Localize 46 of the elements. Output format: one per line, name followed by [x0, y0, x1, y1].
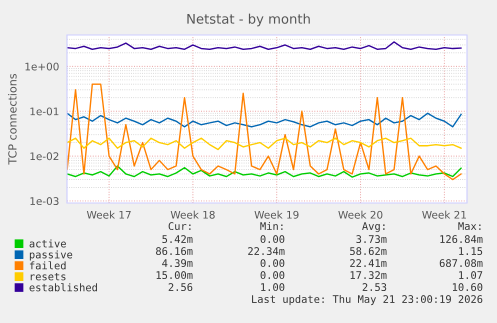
text: 15.00m — [156, 271, 193, 280]
x-tick-label: Week 19 — [254, 210, 299, 219]
text: 1.15 — [459, 247, 482, 256]
legend-label: resets — [30, 272, 66, 280]
text: 58.62m — [350, 247, 387, 256]
text: 2.56 — [168, 283, 192, 292]
text: 1.07 — [459, 271, 482, 280]
text: 0.00 — [260, 271, 284, 280]
text: 22.41m — [350, 259, 387, 267]
text: 0.00 — [260, 235, 284, 244]
x-tick-label: Week 17 — [86, 210, 131, 219]
y-tick-label: 1e-01 — [30, 107, 58, 116]
text: 5.42m — [162, 235, 193, 244]
legend-label: passive — [30, 250, 72, 260]
text: 10.60 — [452, 283, 482, 292]
text: 687.08m — [440, 259, 483, 268]
line-series — [67, 112, 462, 128]
x-tick-label: Week 18 — [170, 210, 215, 219]
text: 17.32m — [350, 271, 387, 280]
text: Last update: Thu May 21 23:00:19 2026 — [252, 294, 482, 306]
line-series — [67, 41, 462, 50]
line-series — [67, 165, 462, 178]
line-series — [67, 138, 462, 150]
x-tick-label: Week 21 — [422, 210, 466, 219]
legend-label: established — [30, 283, 97, 292]
text: 22.34m — [248, 247, 285, 256]
text: Cur: — [168, 222, 190, 230]
y-tick-label: 1e+00 — [25, 62, 59, 70]
legend-label: active — [30, 239, 66, 248]
text: 86.16m — [156, 247, 193, 256]
text: 3.73m — [356, 235, 387, 244]
y-tick-label: 1e-03 — [30, 197, 59, 206]
chart-title: Netstat - by month — [187, 14, 310, 26]
text: 126.84m — [440, 235, 483, 244]
y-axis-title: TCP connections — [8, 74, 17, 165]
text: 2.53 — [362, 283, 386, 292]
text: 1.00 — [261, 283, 284, 292]
x-tick-label: Week 20 — [338, 210, 382, 219]
text: 4.39m — [162, 259, 193, 268]
text: Avg: — [362, 222, 384, 232]
text: Min: — [260, 222, 282, 230]
y-tick-label: 1e-02 — [30, 152, 58, 160]
legend-label: failed — [30, 261, 66, 270]
line-series — [67, 84, 462, 180]
text: Max: — [458, 222, 480, 230]
text: 0.00 — [260, 259, 284, 268]
